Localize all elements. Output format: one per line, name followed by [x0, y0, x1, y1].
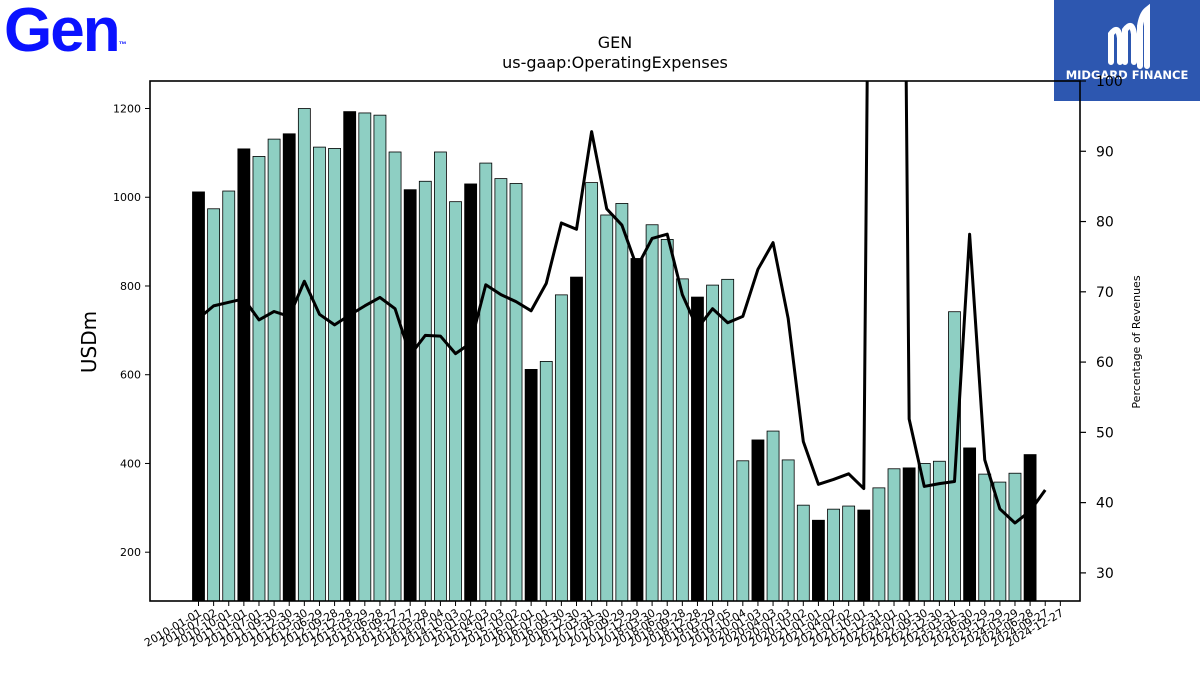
bar-quarter — [554, 294, 568, 602]
bar-quarter — [766, 430, 780, 602]
y-tick-label: 400 — [120, 457, 141, 470]
bar-quarter — [328, 148, 341, 602]
bar-quarter — [781, 459, 795, 602]
bar-quarter — [434, 151, 447, 602]
bar-quarter — [827, 508, 840, 602]
bar-quarter — [600, 214, 614, 602]
midgard-emblem-icon — [1108, 3, 1150, 69]
plot-frame — [149, 80, 1081, 602]
bar-quarter — [297, 108, 311, 602]
bar-annual — [403, 189, 417, 602]
chart-subtitle: us-gaap:OperatingExpenses — [502, 53, 728, 72]
bar-quarter — [796, 504, 810, 602]
y2-tick-label: 100 — [1096, 74, 1123, 90]
bar-quarter — [358, 112, 372, 602]
chart-title: GEN — [598, 33, 632, 52]
bar-annual — [630, 258, 644, 602]
y-tick-label: 1200 — [113, 103, 141, 116]
pct-revenues-line — [197, 81, 1047, 525]
gen-logo: Gen™ — [4, 0, 127, 62]
y-tick-label: 800 — [120, 280, 141, 293]
bar-annual — [343, 111, 357, 602]
bar-quarter — [313, 146, 326, 602]
y-axis-label: USDm — [77, 311, 101, 373]
bar-quarter — [207, 208, 221, 602]
bar-quarter — [252, 156, 266, 602]
bar-quarter — [978, 473, 992, 602]
bar-quarter — [645, 224, 659, 602]
bar-quarter — [388, 151, 402, 602]
gen-logo-text: Gen — [4, 0, 121, 65]
bar-quarter — [539, 361, 553, 602]
line-layer — [197, 81, 1047, 525]
bar-annual — [691, 296, 704, 602]
bar-quarter — [887, 468, 901, 602]
bar-quarter — [948, 311, 961, 602]
bar-quarter — [615, 203, 629, 602]
midgard-finance-logo: MIDGARD FINANCE — [1054, 0, 1200, 101]
bar-annual — [237, 148, 251, 602]
bar-annual — [1023, 454, 1037, 602]
bar-quarter — [1008, 472, 1022, 602]
bar-quarter — [585, 182, 599, 602]
gen-logo-trademark: ™ — [118, 40, 127, 49]
bar-annual — [282, 133, 296, 602]
bar-quarter — [872, 487, 886, 602]
bar-quarter — [721, 278, 735, 602]
bar-annual — [524, 368, 538, 602]
y-tick-label: 600 — [120, 369, 141, 382]
bar-quarter — [736, 460, 750, 602]
y-tick-label: 200 — [120, 546, 141, 559]
y2-tick-label: 80 — [1096, 215, 1114, 231]
y2-tick-label: 90 — [1096, 144, 1114, 160]
midgard-finance-label: MIDGARD FINANCE — [1065, 68, 1189, 82]
bar-quarter — [418, 180, 432, 602]
bar-quarter — [267, 138, 281, 602]
y2-tick-label: 50 — [1096, 425, 1114, 441]
bar-quarter — [660, 238, 674, 602]
bar-annual — [812, 519, 825, 602]
y2-tick-label: 40 — [1096, 496, 1114, 512]
bar-annual — [464, 183, 478, 602]
bar-annual — [963, 447, 977, 602]
bar-annual — [857, 509, 871, 602]
bars-layer — [192, 108, 1037, 602]
bar-quarter — [373, 114, 387, 602]
bar-annual — [751, 439, 765, 602]
bar-annual — [192, 191, 205, 602]
y-tick-label: 1000 — [113, 191, 141, 204]
y2-axis-label: Percentage of Revenues — [1130, 275, 1143, 408]
bar-quarter — [706, 284, 719, 602]
bar-quarter — [842, 505, 856, 602]
bar-annual — [570, 276, 583, 602]
y2-tick-label: 60 — [1096, 355, 1114, 371]
bar-quarter — [675, 278, 689, 602]
bar-quarter — [222, 190, 236, 602]
bar-quarter — [449, 201, 462, 602]
bar-quarter — [479, 162, 493, 602]
y2-tick-label: 30 — [1096, 566, 1114, 582]
bar-quarter — [494, 178, 508, 602]
y2-tick-label: 70 — [1096, 285, 1114, 301]
bar-quarter — [509, 183, 523, 602]
bar-annual — [902, 467, 916, 602]
